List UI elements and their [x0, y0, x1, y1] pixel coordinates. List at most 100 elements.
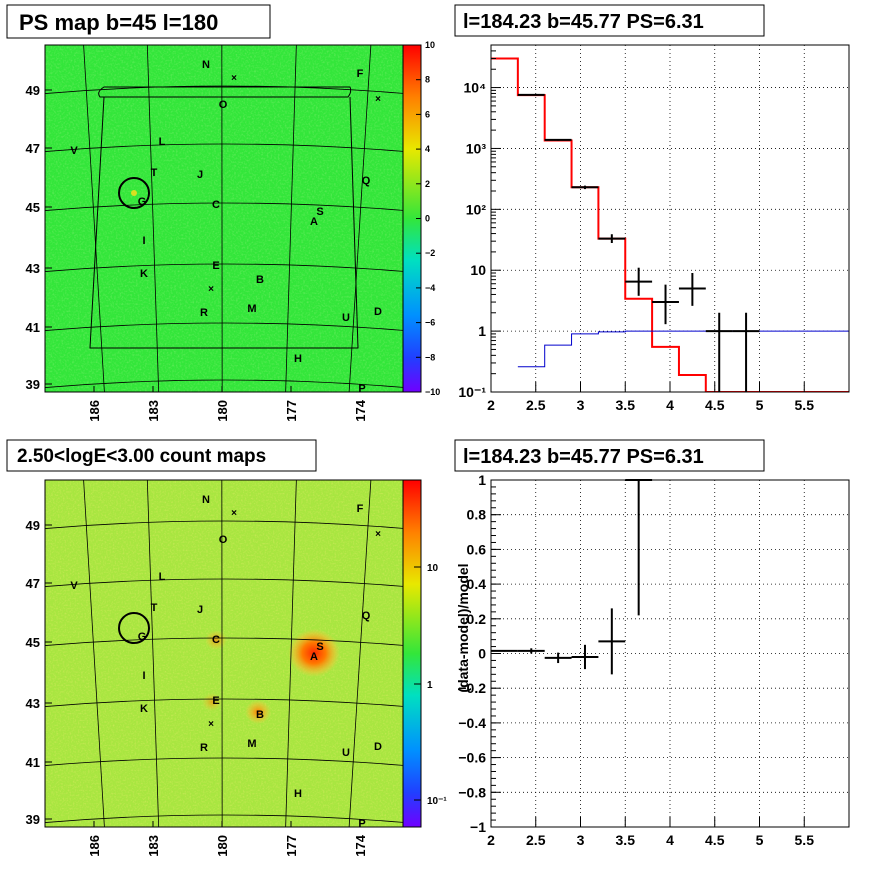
source-cross-marker: × — [231, 73, 237, 84]
lat-tick-label: 49 — [26, 518, 40, 533]
source-label-p: P — [358, 383, 365, 395]
spectrum-y-tick-label: 10 — [470, 262, 486, 278]
ps-map-axes: 186 183 180 177 174 49 47 45 43 41 39 — [26, 83, 368, 422]
spectrum-y-tick-label: 10⁻¹ — [458, 384, 486, 400]
source-label-s: S — [316, 206, 323, 218]
latitude-gridline — [45, 814, 403, 823]
source-label-a: A — [310, 651, 318, 663]
latitude-gridline — [45, 757, 403, 766]
source-label-v: V — [70, 580, 78, 592]
residual-y-tick-label: 0.4 — [467, 576, 487, 592]
spectrum-x-tick-label: 5 — [756, 397, 764, 413]
lat-tick-label: 47 — [26, 141, 40, 156]
spectrum-data-point — [517, 93, 545, 96]
spectrum-y-tick-label: 1 — [478, 323, 486, 339]
spectrum-data-point — [732, 312, 760, 392]
latitude-gridline — [45, 263, 403, 272]
spectrum-data-point — [544, 138, 572, 141]
latitude-gridline — [45, 520, 403, 529]
longitude-gridline — [348, 45, 372, 392]
count-colorbar-ticks: 10 1 10⁻¹ — [414, 563, 447, 807]
spectrum-x-tick-label: 3 — [577, 397, 585, 413]
source-label-q: Q — [362, 610, 371, 622]
lat-tick-label: 39 — [26, 377, 40, 392]
residual-data-point — [544, 652, 572, 664]
spectrum-x-tick-label: 5.5 — [795, 397, 815, 413]
residual-data-point — [598, 608, 626, 675]
source-label-h: H — [294, 353, 302, 365]
count-map-title-box — [6, 439, 317, 472]
spectrum-x-tick-label: 3.5 — [616, 397, 636, 413]
source-label-a: A — [310, 216, 318, 228]
residual-y-tick-label: 0.6 — [467, 541, 487, 557]
source-label-f: F — [357, 68, 364, 80]
residual-y-tick-label: 1 — [478, 472, 486, 488]
residual-x-tick-label: 2 — [487, 832, 495, 848]
source-label-j: J — [197, 604, 203, 616]
count-map-source-b-excess — [245, 700, 271, 724]
lon-tick-label: 174 — [353, 399, 368, 421]
residual-axes: 2 2.5 3 3.5 4 4.5 5 5.5 −1 −0.8 −0.6 −0.4 −0.2 0 0.2 0.… — [458, 472, 814, 848]
lat-tick-label: 41 — [26, 320, 40, 335]
ps-map-source-labels: N F O V L T J Q G C SA I E K B R M U D H P — [70, 59, 382, 395]
ps-colorbar-tick-label: −10 — [425, 387, 440, 397]
lon-tick-label: 186 — [87, 400, 102, 422]
spectrum-title: l=184.23 b=45.77 PS=6.31 — [463, 11, 704, 33]
latitude-gridline — [45, 143, 403, 152]
lat-tick-label: 43 — [26, 261, 40, 276]
count-colorbar-tick-label: 10⁻¹ — [427, 796, 447, 807]
source-label-c: C — [212, 634, 220, 646]
source-label-c: C — [212, 199, 220, 211]
spectrum-data-point — [705, 312, 733, 392]
spectrum-data-point — [598, 234, 626, 243]
lat-tick-label: 45 — [26, 635, 40, 650]
residual-data-point — [491, 649, 518, 652]
source-label-n: N — [202, 59, 210, 71]
lon-tick-label: 180 — [215, 400, 230, 422]
source-label-u: U — [342, 312, 350, 324]
source-label-t: T — [151, 602, 158, 614]
ps-map-title: PS map b=45 l=180 — [19, 10, 218, 35]
ps-map-target-circle — [118, 177, 150, 209]
source-label-f: F — [357, 503, 364, 515]
source-cross-marker: × — [231, 508, 237, 519]
source-cross-marker: × — [208, 284, 214, 295]
ps-colorbar-tick-label: −6 — [425, 318, 435, 328]
source-label-i: I — [142, 670, 145, 682]
longitude-gridline — [146, 45, 160, 392]
ps-map-hotspot — [131, 190, 137, 196]
source-cross-marker: × — [375, 94, 381, 105]
ps-colorbar-tick-label: 2 — [425, 179, 430, 189]
residual-y-tick-label: −1 — [470, 819, 486, 835]
source-label-e: E — [212, 695, 219, 707]
residual-x-tick-label: 5 — [756, 832, 764, 848]
residual-x-tick-label: 4 — [666, 832, 674, 848]
lat-tick-label: 49 — [26, 83, 40, 98]
residual-data-point — [517, 648, 545, 654]
source-label-v: V — [70, 145, 78, 157]
latitude-gridline — [45, 322, 403, 331]
source-label-k: K — [140, 268, 148, 280]
count-map-target-circle — [118, 612, 150, 644]
count-map-axes: 186 183 180 177 174 49 47 45 43 41 39 — [26, 518, 368, 857]
longitude-gridline — [285, 45, 297, 392]
spectrum-x-tick-label: 2 — [487, 397, 495, 413]
spectrum-axes: 2 2.5 3 3.5 4 4.5 5 5.5 10⁻¹ 1 10 10² 10³ 10⁴ — [458, 44, 815, 413]
source-cross-marker: × — [375, 529, 381, 540]
lon-tick-label: 183 — [146, 400, 161, 422]
residual-y-tick-label: −0.6 — [458, 750, 486, 766]
residual-y-tick-label: −0.8 — [458, 784, 486, 800]
latitude-gridline — [45, 698, 403, 707]
source-label-n: N — [202, 494, 210, 506]
source-label-e: E — [212, 260, 219, 272]
source-label-d: D — [374, 306, 382, 318]
ps-colorbar-tick-label: −4 — [425, 283, 435, 293]
residual-y-tick-label: 0.8 — [467, 507, 487, 523]
source-label-b: B — [256, 274, 264, 286]
residual-x-tick-label: 4.5 — [705, 832, 725, 848]
lon-tick-label: 186 — [87, 835, 102, 857]
source-label-r: R — [200, 307, 208, 319]
spectrum-data-point — [678, 273, 706, 306]
longitude-gridline — [83, 480, 105, 827]
